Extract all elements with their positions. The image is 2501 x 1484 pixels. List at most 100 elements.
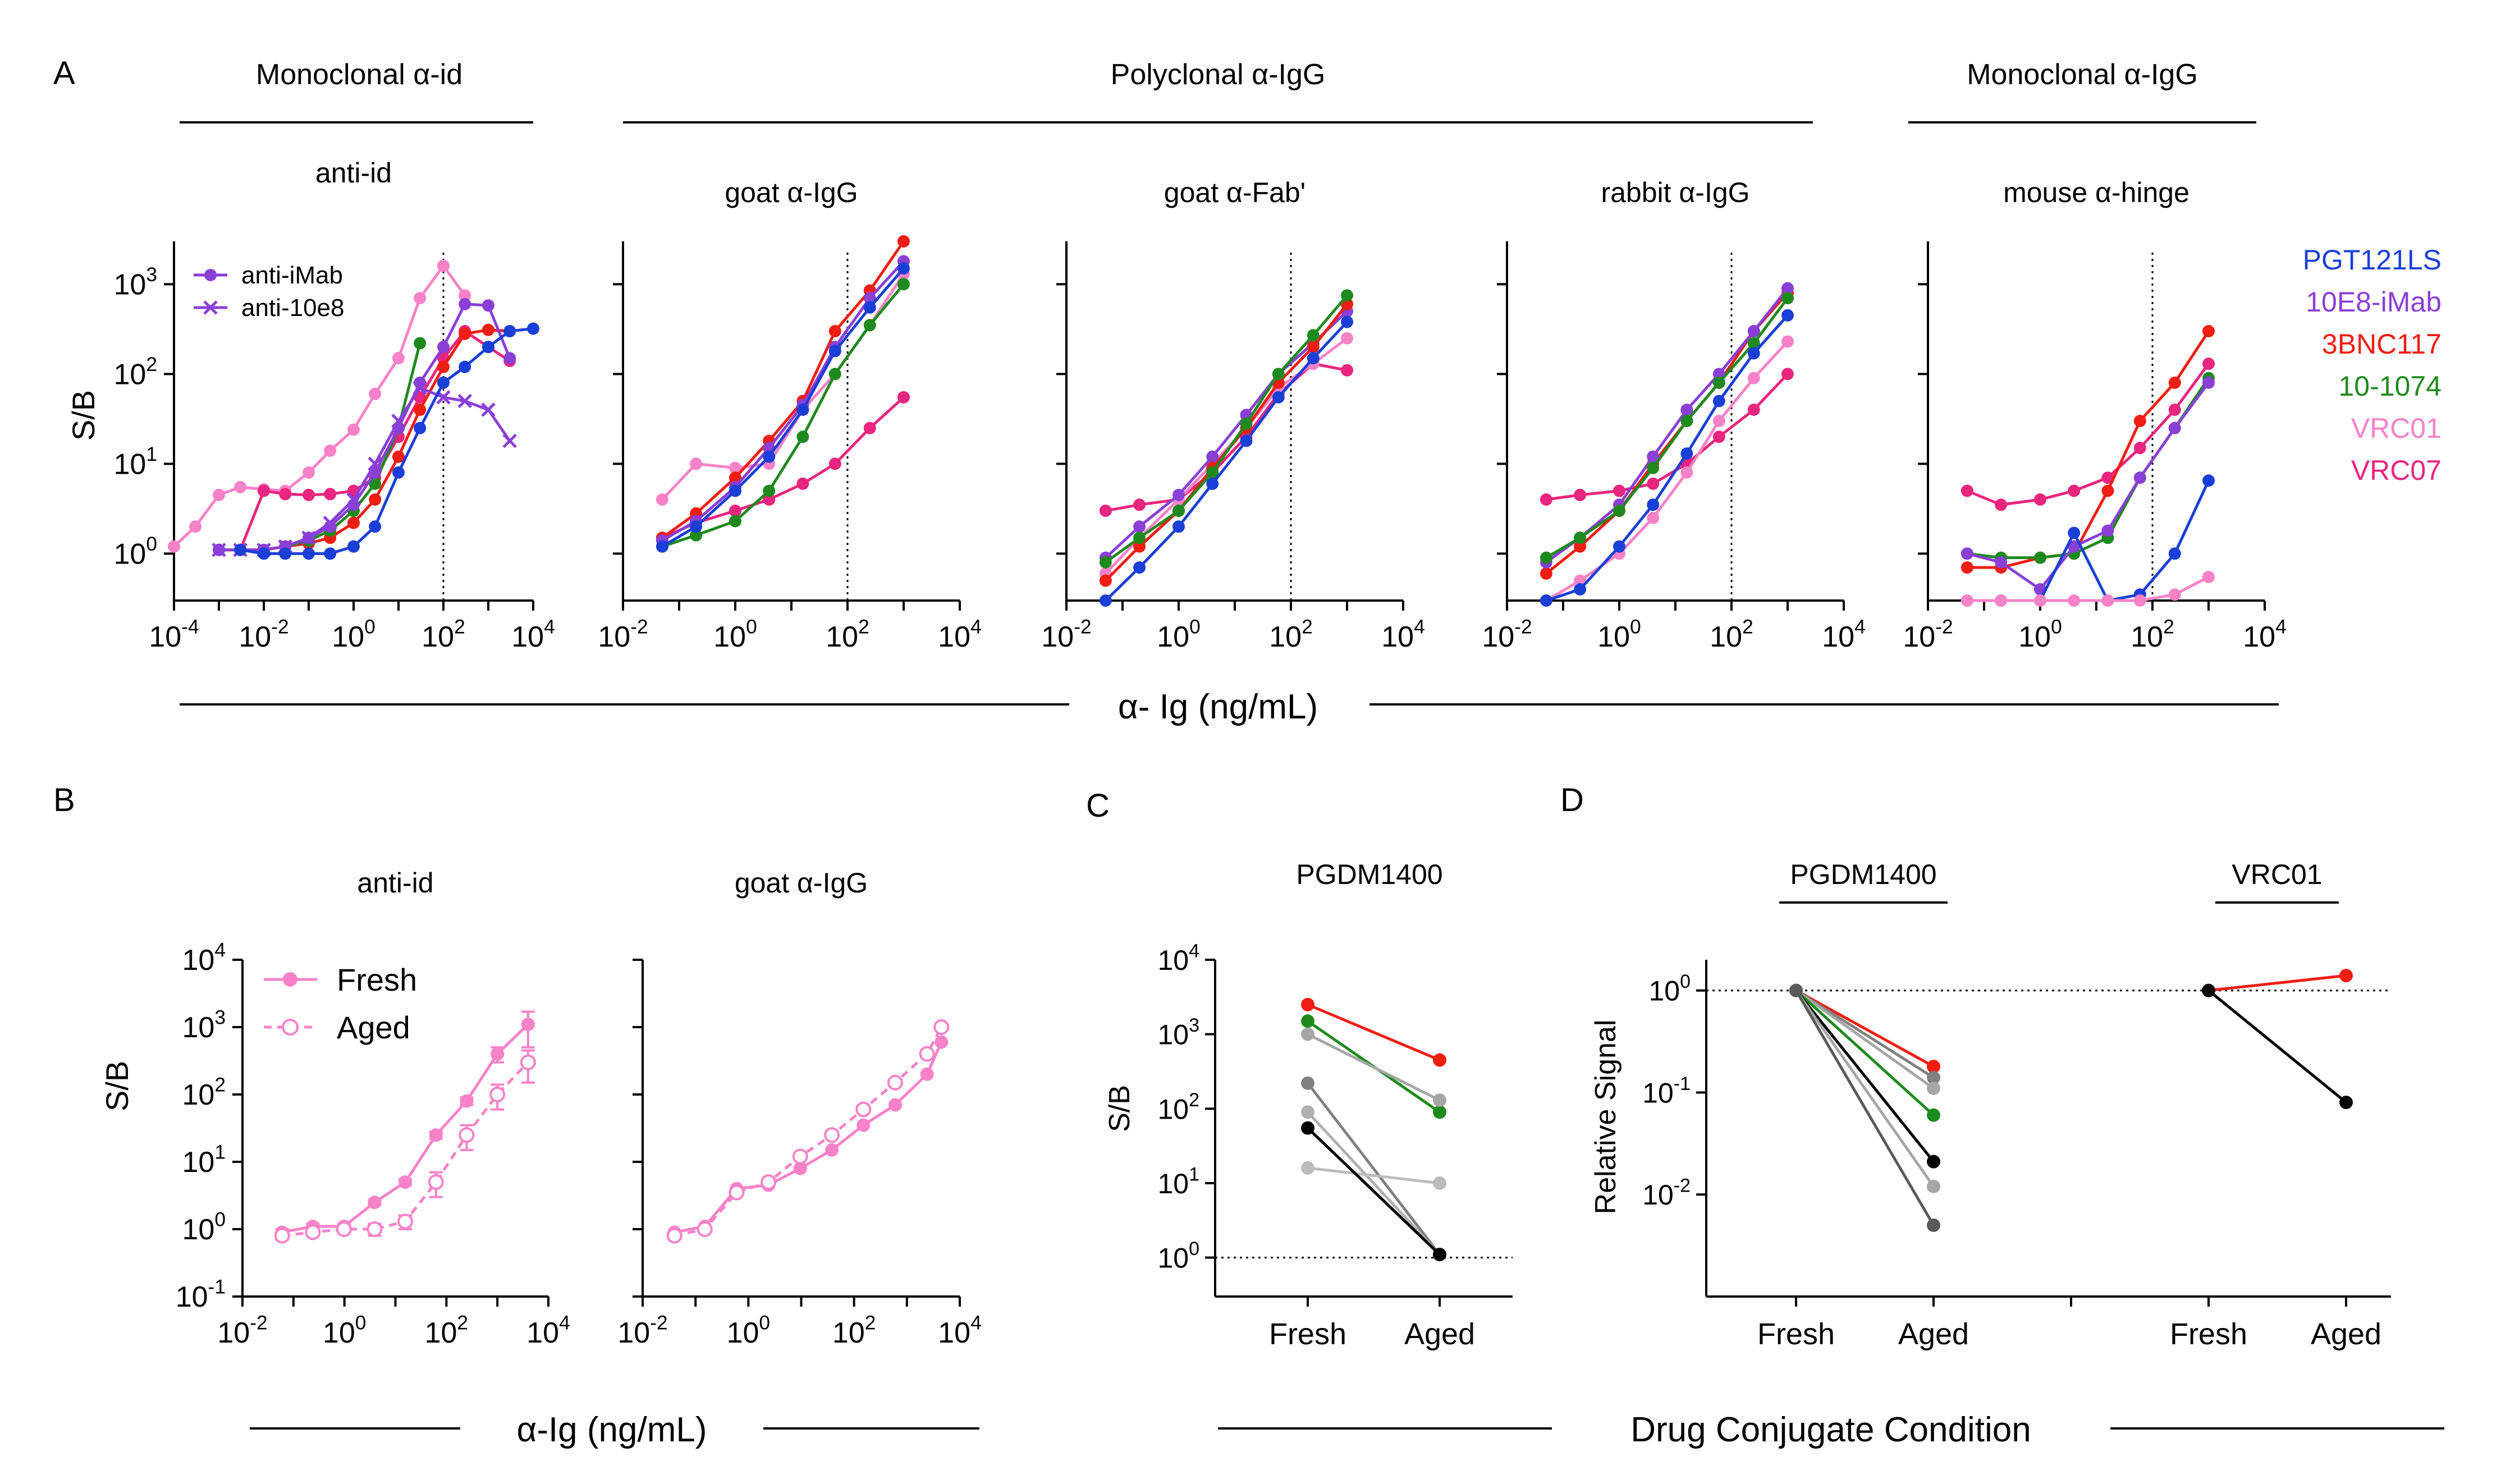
y-tick-label: 10-1 bbox=[1642, 1073, 1691, 1109]
series-line bbox=[1795, 989, 1935, 1089]
data-point bbox=[1307, 341, 1320, 354]
series-3bnc117 bbox=[1961, 325, 2215, 574]
data-point bbox=[863, 292, 876, 305]
x-tick-label: 102 bbox=[832, 1312, 876, 1349]
data-point bbox=[1680, 447, 1693, 460]
x-tick-label: 10-2 bbox=[617, 1312, 667, 1349]
data-point bbox=[1307, 329, 1320, 342]
data-point bbox=[369, 477, 382, 490]
series-line bbox=[1546, 314, 1789, 602]
data-point bbox=[824, 1127, 840, 1143]
data-point bbox=[324, 488, 337, 501]
data-point bbox=[1240, 417, 1253, 430]
data-point bbox=[460, 1094, 474, 1108]
series-3BNC117 bbox=[1301, 997, 1446, 1067]
data-point bbox=[828, 368, 841, 381]
series-line bbox=[674, 1026, 943, 1238]
series-grey-3 bbox=[1301, 1105, 1446, 1262]
x-tick-label: 100 bbox=[1597, 616, 1641, 653]
data-point bbox=[1781, 282, 1794, 295]
data-point bbox=[1540, 567, 1552, 580]
data-point bbox=[459, 360, 471, 373]
series-line bbox=[1967, 382, 2210, 592]
data-point bbox=[1781, 309, 1794, 322]
series-line bbox=[1307, 1126, 1441, 1256]
series-line bbox=[1105, 320, 1348, 602]
data-point bbox=[1133, 520, 1146, 533]
x-tick-label: 102 bbox=[425, 1312, 469, 1349]
data-point bbox=[1781, 292, 1794, 305]
data-point bbox=[414, 292, 427, 305]
data-point bbox=[792, 1148, 808, 1165]
data-point bbox=[1613, 484, 1625, 497]
series-aged bbox=[274, 1049, 536, 1244]
data-point bbox=[459, 297, 471, 310]
series-grey-2 bbox=[1789, 983, 1940, 1095]
data-point bbox=[1747, 404, 1760, 416]
y-tick-label: 100 bbox=[113, 533, 157, 570]
series-vrc07 bbox=[213, 325, 516, 556]
data-point bbox=[1613, 540, 1625, 553]
data-point bbox=[1307, 352, 1320, 365]
series-line bbox=[1795, 990, 1935, 1163]
data-point bbox=[897, 235, 910, 248]
panel-letter-a: A bbox=[53, 55, 75, 91]
data-point bbox=[1747, 347, 1760, 360]
data-point bbox=[1172, 520, 1185, 533]
data-point bbox=[489, 1087, 506, 1102]
y-tick-label: 10-2 bbox=[1642, 1175, 1691, 1211]
data-point bbox=[1747, 337, 1760, 350]
series-line bbox=[1105, 362, 1348, 512]
data-point bbox=[828, 325, 841, 337]
x-category-label: Aged bbox=[2311, 1317, 2381, 1351]
chart-B1: 10-2 100 102 104 10-1 100 101 102 103 104 anti-id F… bbox=[176, 867, 570, 1349]
data-point bbox=[1747, 325, 1760, 337]
data-point bbox=[1099, 594, 1112, 607]
series-line bbox=[1307, 1033, 1441, 1102]
panel-c-ylabel: S/B bbox=[1103, 1085, 1136, 1132]
series-line bbox=[1795, 989, 1935, 1079]
data-point bbox=[1680, 466, 1693, 479]
data-point bbox=[2168, 376, 2181, 389]
series-10-1074 bbox=[1789, 983, 1940, 1122]
data-point bbox=[189, 520, 202, 533]
y-tick-label: 102 bbox=[182, 1074, 226, 1111]
data-point bbox=[2202, 325, 2215, 337]
data-point bbox=[1995, 594, 2008, 607]
data-point bbox=[2168, 404, 2181, 416]
data-point bbox=[763, 450, 776, 463]
y-tick-label: 100 bbox=[182, 1209, 226, 1246]
data-point bbox=[729, 461, 741, 474]
data-point bbox=[1574, 574, 1587, 587]
data-point bbox=[1613, 505, 1625, 517]
legend-marker bbox=[282, 1019, 299, 1036]
legend-label: Aged bbox=[337, 1010, 410, 1045]
data-point bbox=[274, 1227, 290, 1244]
data-point bbox=[2068, 540, 2081, 553]
legend-label: anti-iMab bbox=[241, 262, 343, 289]
panel-letter-b: B bbox=[53, 782, 75, 818]
x-tick-label: 102 bbox=[826, 616, 869, 653]
chart-D: 10-2 10-1 100 Fresh Aged Fresh Aged Relative Si… bbox=[1590, 859, 2391, 1351]
data-point bbox=[888, 1098, 902, 1112]
data-point bbox=[1433, 1248, 1446, 1262]
series-vrc07 bbox=[1961, 358, 2215, 511]
data-point bbox=[391, 414, 406, 428]
x-tick-label: 104 bbox=[1822, 616, 1866, 653]
data-point bbox=[392, 352, 405, 365]
data-point bbox=[863, 319, 876, 332]
data-point bbox=[1927, 1155, 1940, 1169]
data-point bbox=[392, 450, 405, 463]
data-point bbox=[1647, 511, 1660, 524]
series-10-1074 bbox=[1099, 289, 1353, 569]
data-point bbox=[459, 1127, 475, 1143]
series-vrc07 bbox=[1099, 358, 1353, 517]
series-grey-1 bbox=[1301, 1027, 1446, 1107]
chart-A4: 10-2 100 102 104 rabbit α-IgG bbox=[1482, 177, 1865, 653]
chart-title: mouse α-hinge bbox=[2003, 177, 2189, 208]
data-point bbox=[324, 444, 337, 457]
y-tick-label: 102 bbox=[1157, 1089, 1199, 1125]
series-line bbox=[662, 283, 905, 548]
data-point bbox=[796, 430, 809, 443]
data-point bbox=[323, 515, 337, 530]
